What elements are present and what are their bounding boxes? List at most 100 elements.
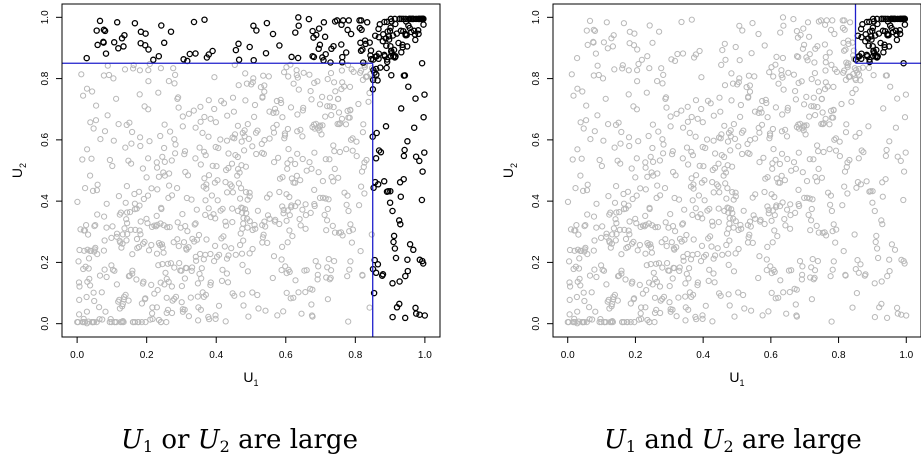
data-point [262,307,269,314]
data-point [254,291,261,299]
data-point [316,194,324,201]
data-point [175,94,182,101]
data-point [698,105,705,113]
data-point-highlighted [96,17,104,25]
data-point-highlighted [313,31,320,39]
data-point [265,73,272,80]
data-point [721,166,728,173]
data-point [346,228,353,235]
data-point [821,41,829,48]
data-point [180,239,188,246]
data-point-highlighted [315,25,323,32]
data-point [151,290,158,297]
data-point [642,186,649,193]
data-point [741,305,748,312]
data-point [294,111,301,118]
data-point [566,279,573,286]
data-point [85,255,93,262]
data-point-highlighted [880,49,887,56]
data-point-highlighted [186,50,194,58]
data-point [312,258,319,265]
data-point [692,51,700,58]
data-point [715,219,722,226]
data-point [281,132,289,139]
data-point [91,246,98,253]
data-point [765,206,772,214]
data-point-highlighted [235,56,243,64]
data-point [108,319,115,326]
data-point [209,162,216,169]
data-point [185,313,192,320]
data-point [107,316,114,323]
data-point [223,255,231,262]
data-point [368,231,375,238]
data-point [188,267,195,274]
data-point-highlighted [395,217,403,224]
data-point [611,66,618,73]
data-point-highlighted [900,15,907,23]
data-point-highlighted [316,41,324,49]
data-point [788,167,795,174]
data-point-highlighted [402,15,410,23]
caption-left-mid: or [153,425,198,455]
data-point [89,187,97,194]
data-point [579,319,586,326]
data-point [699,215,706,222]
data-point [892,124,900,131]
data-point [123,216,130,223]
data-point [811,70,819,77]
data-point [858,147,865,154]
data-point [220,100,228,107]
data-point [153,250,161,257]
data-point [164,306,172,313]
data-point [266,191,273,198]
data-point [755,30,762,38]
data-point [223,222,230,229]
data-point [326,156,333,163]
data-point [836,138,843,145]
data-point [335,109,343,116]
data-point [656,283,664,290]
data-point [121,66,129,73]
data-point [709,179,716,186]
data-point [321,211,328,218]
data-point-highlighted [412,95,419,102]
data-point-highlighted [363,19,371,26]
data-point [231,292,238,299]
data-point [258,140,265,147]
data-point [778,172,785,179]
data-point-highlighted [372,155,380,162]
data-point [123,237,130,244]
data-point [667,113,674,120]
data-point [590,38,597,46]
data-point [238,204,245,211]
data-point-highlighted [110,39,118,46]
data-point [632,215,639,222]
data-point [643,89,650,96]
data-point [326,276,333,283]
data-point [101,237,108,244]
data-point [831,136,838,143]
data-point-highlighted [356,17,363,24]
data-point [766,130,774,137]
data-point-highlighted [379,37,387,45]
data-point-highlighted [389,313,396,321]
data-point [106,156,114,164]
data-point-highlighted [888,15,895,23]
data-point [735,289,742,296]
data-point [577,282,584,289]
data-point [592,308,599,315]
data-point [124,220,131,227]
data-point [231,61,238,69]
data-point [122,144,129,151]
data-point [613,220,620,227]
data-point [756,159,763,166]
data-point [137,142,144,150]
data-point [829,17,836,24]
data-point-highlighted [400,15,407,23]
data-point [879,179,886,186]
data-point [605,121,612,128]
data-point [335,229,343,236]
data-point-highlighted [871,32,879,39]
